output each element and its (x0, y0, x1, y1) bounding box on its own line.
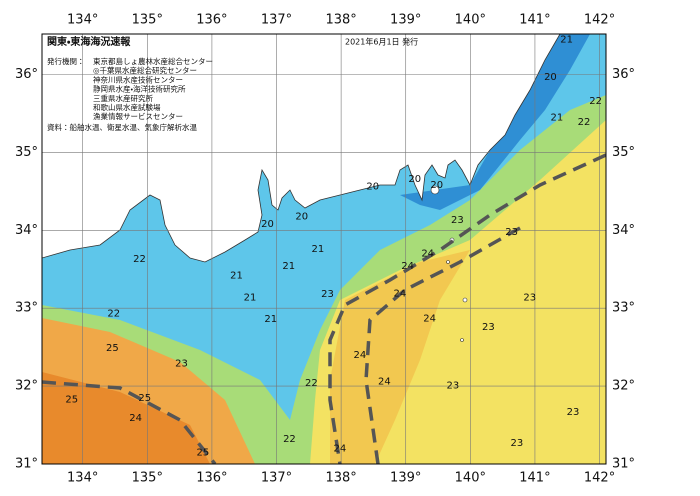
temperature-label: 24 (378, 376, 391, 387)
lat-tick-label: 33° (612, 301, 635, 316)
temperature-label: 25 (65, 394, 78, 405)
lat-tick-label: 33° (15, 301, 38, 316)
axis-ticks: 134° 134° 135° 135° 136° 136° 137° 137° 138° 138°… (15, 13, 635, 486)
lon-tick-label: 137° (261, 471, 292, 486)
lon-tick-label: 135° (132, 13, 163, 28)
temperature-label: 22 (305, 378, 318, 389)
issuer: 神奈川県水産技術センター (93, 74, 183, 84)
temperature-label: 24 (423, 313, 436, 324)
temperature-label: 24 (129, 413, 142, 424)
issuer: 和歌山県水産試験場 (93, 102, 161, 112)
issuer: 漁業情報サービスセンター (93, 111, 183, 121)
lat-tick-label: 36° (15, 67, 38, 82)
lat-tick-label: 32° (15, 379, 38, 394)
lon-tick-label: 135° (132, 471, 163, 486)
issuer: 三重県水産研究所 (93, 93, 153, 103)
temperature-label: 21 (551, 112, 564, 123)
temperature-label: 21 (244, 292, 257, 303)
issuer: 東京都島しょ農林水産総合センター (93, 56, 213, 66)
lon-tick-label: 142° (584, 471, 615, 486)
temperature-label: 23 (447, 380, 460, 391)
lat-tick-label: 35° (15, 145, 38, 160)
lon-tick-label: 136° (196, 471, 227, 486)
lat-tick-label: 35° (612, 145, 635, 160)
temperature-label: 20 (261, 219, 274, 230)
lon-tick-label: 134° (67, 13, 98, 28)
lon-tick-label: 138° (325, 471, 356, 486)
kuroshio (42, 153, 606, 464)
lat-tick-label: 31° (15, 457, 38, 472)
temperature-label: 23 (451, 215, 464, 226)
temperature-label: 25 (106, 343, 119, 354)
temperature-label: 23 (510, 438, 523, 449)
temperature-label: 23 (567, 407, 580, 418)
temperature-label: 24 (421, 249, 434, 260)
temperature-label: 21 (311, 244, 324, 255)
date: 2021年6月1日 発行 (345, 37, 418, 47)
lon-tick-label: 141° (519, 13, 550, 28)
lat-tick-label: 34° (15, 223, 38, 238)
sea-24 (330, 250, 470, 464)
lat-tick-label: 32° (612, 379, 635, 394)
temperature-label: 24 (401, 261, 414, 272)
temperature-label: 20 (366, 182, 379, 193)
title: 関東・東海海況速報 (47, 35, 131, 48)
temperature-label: 22 (578, 117, 591, 128)
lon-tick-label: 141° (519, 471, 550, 486)
lon-tick-label: 140° (455, 471, 486, 486)
temperature-label: 25 (196, 447, 209, 458)
temperature-label: 22 (589, 96, 602, 107)
lon-tick-label: 136° (196, 13, 227, 28)
lon-tick-label: 138° (325, 13, 356, 28)
temperature-label: 23 (482, 322, 495, 333)
sea-26 (42, 372, 210, 464)
temperature-label: 21 (230, 270, 243, 281)
temperature-label: 22 (283, 434, 296, 445)
issuers-label: 発行機関： (47, 56, 85, 66)
temperature-label: 23 (505, 227, 518, 238)
temperature-label: 21 (282, 261, 295, 272)
temperature-label: 22 (133, 254, 146, 265)
temperature-label: 24 (333, 443, 346, 454)
issuers: 東京都島しょ農林水産総合センター◎千葉県水産総合研究センター神奈川県水産技術セン… (93, 56, 213, 121)
lat-tick-label: 31° (612, 457, 635, 472)
map-frame (41, 33, 607, 465)
temperature-label: 20 (295, 211, 308, 222)
lon-tick-label: 137° (261, 13, 292, 28)
temperature-label: 22 (107, 309, 120, 320)
source: 資料：船舶水温、衛星水温、気象庁解析水温 (47, 122, 197, 132)
lon-tick-label: 139° (390, 471, 421, 486)
lon-tick-label: 134° (67, 471, 98, 486)
issuer: 静岡県水産・海洋技術研究所 (93, 84, 186, 94)
temperature-label: 20 (408, 174, 421, 185)
temperature-label: 24 (353, 350, 366, 361)
land (42, 34, 561, 263)
issuer: ◎千葉県水産総合研究センター (93, 65, 197, 75)
temperature-label: 23 (523, 292, 536, 303)
grid (42, 34, 606, 464)
lon-tick-label: 139° (390, 13, 421, 28)
temperature-label: 21 (264, 314, 277, 325)
temperature-label: 21 (560, 34, 573, 45)
lat-tick-label: 34° (612, 223, 635, 238)
temperature-label: 23 (321, 289, 334, 300)
temperature-label: 20 (544, 72, 557, 83)
temperature-label: 24 (394, 288, 407, 299)
temperature-label: 20 (430, 180, 443, 191)
lon-tick-label: 142° (584, 13, 615, 28)
temperature-label: 25 (138, 393, 151, 404)
lon-tick-label: 140° (455, 13, 486, 28)
temperature-label: 23 (175, 359, 188, 370)
lat-tick-label: 36° (612, 67, 635, 82)
sea-19 (400, 34, 590, 210)
